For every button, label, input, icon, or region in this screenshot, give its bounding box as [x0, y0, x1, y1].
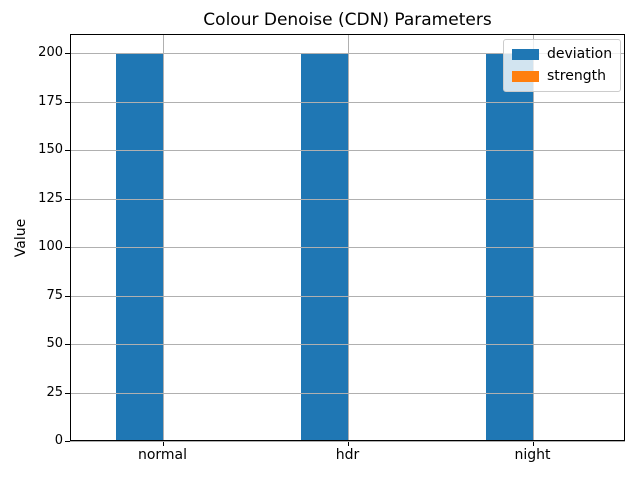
y-tick-mark [65, 392, 70, 394]
y-tick-label: 50 [46, 336, 63, 352]
legend: deviation strength [503, 39, 622, 92]
x-tick-label: night [514, 447, 551, 463]
v-gridline [162, 34, 164, 441]
legend-label: strength [547, 68, 606, 84]
y-tick-mark [65, 247, 70, 249]
y-tick-mark [65, 198, 70, 200]
bar-deviation-hdr [301, 53, 348, 441]
x-tick-mark [532, 441, 534, 446]
y-tick-mark [65, 101, 70, 103]
legend-item: strength [512, 68, 612, 85]
bars-layer [70, 34, 625, 441]
y-tick-label: 0 [54, 433, 63, 448]
legend-swatch-strength [512, 71, 539, 82]
y-tick-label: 175 [38, 93, 63, 109]
y-tick-label: 200 [38, 45, 63, 61]
legend-label: deviation [547, 46, 613, 62]
v-gridline [532, 34, 534, 441]
plot-area [70, 34, 625, 442]
legend-item: deviation [512, 46, 612, 63]
bar-deviation-night [486, 53, 533, 441]
y-tick-mark [65, 150, 70, 152]
x-tick-label: normal [137, 447, 188, 463]
y-tick-mark [65, 295, 70, 297]
chart-title: Colour Denoise (CDN) Parameters [203, 10, 492, 30]
legend-swatch-deviation [512, 49, 539, 60]
y-tick-mark [65, 53, 70, 55]
h-gridline [70, 441, 625, 442]
y-tick-label: 125 [38, 190, 63, 206]
x-tick-mark [347, 441, 349, 446]
bar-deviation-normal [116, 53, 163, 441]
v-gridline [347, 34, 349, 441]
y-tick-mark [65, 441, 70, 442]
grid-layer [70, 34, 625, 442]
x-tick-mark [162, 441, 164, 446]
x-tick-label: hdr [335, 447, 360, 463]
y-tick-label: 150 [38, 142, 63, 158]
y-tick-label: 100 [38, 239, 63, 255]
y-tick-mark [65, 344, 70, 346]
y-tick-label: 25 [46, 384, 63, 400]
y-tick-label: 75 [46, 287, 63, 303]
